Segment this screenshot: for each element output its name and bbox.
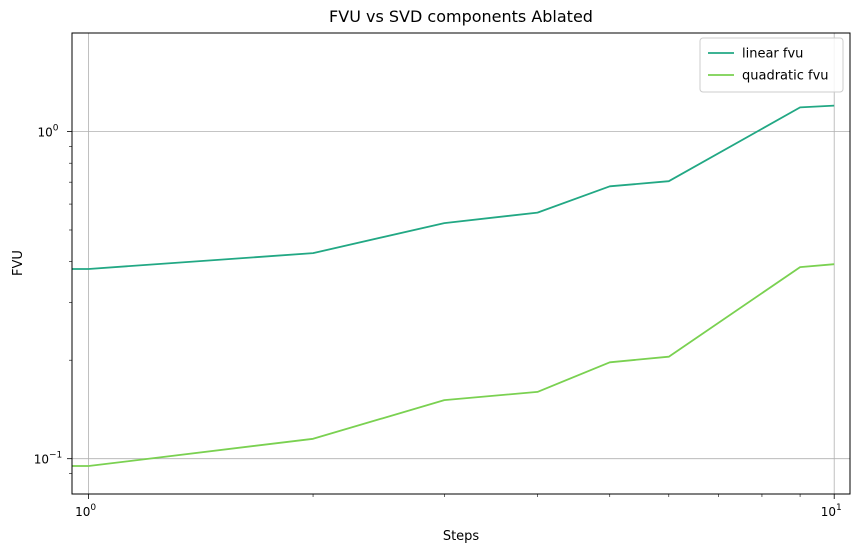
x-axis-label: Steps [443, 529, 480, 544]
legend: linear fvu quadratic fvu [699, 37, 844, 93]
series-lines [72, 104, 835, 467]
series-line-quadratic-fvu [72, 263, 835, 467]
grid [72, 33, 850, 494]
legend-label: quadratic fvu [742, 69, 829, 84]
series-line-linear-fvu [72, 104, 835, 270]
legend-box [699, 37, 844, 93]
plot-frame [71, 32, 851, 495]
chart-title: FVU vs SVD components Ablated [329, 7, 593, 26]
legend-label: linear fvu [742, 47, 803, 62]
y-axis-label: FVU [11, 250, 26, 276]
